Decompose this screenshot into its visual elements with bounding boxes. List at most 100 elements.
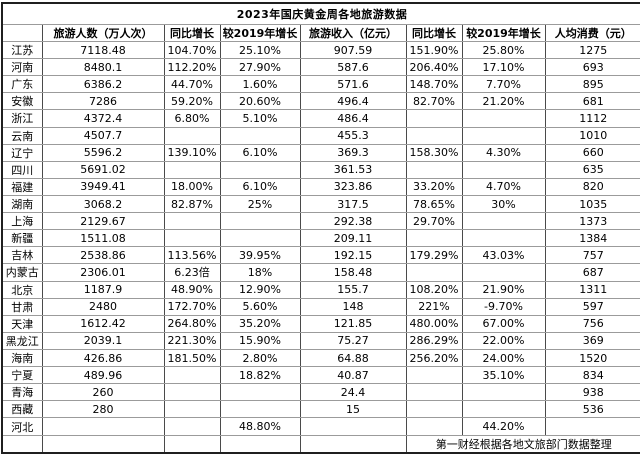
cell-revenue-yoy[interactable] — [405, 417, 463, 436]
cell-yoy-growth[interactable]: 139.10% — [163, 143, 221, 162]
cell-province[interactable]: 海南 — [1, 348, 43, 368]
cell-revenue[interactable]: 317.5 — [299, 194, 407, 214]
cell-revenue-yoy[interactable]: 82.70% — [405, 92, 463, 111]
cell-yoy-growth[interactable]: 113.56% — [163, 246, 221, 265]
cell-vs-2019[interactable]: 48.80% — [219, 417, 301, 436]
cell-vs-2019[interactable]: 18% — [219, 263, 301, 282]
cell-revenue-yoy[interactable]: 108.20% — [405, 280, 463, 299]
column-header[interactable] — [1, 24, 43, 42]
cell-vs-2019[interactable]: 39.95% — [219, 246, 301, 265]
active-cell[interactable] — [1, 434, 43, 454]
cell-revenue-vs-2019[interactable] — [461, 109, 546, 128]
cell-visitors[interactable]: 2129.67 — [41, 212, 165, 231]
cell-revenue-vs-2019[interactable]: 21.20% — [461, 92, 546, 111]
cell-per-capita[interactable]: 834 — [544, 366, 640, 385]
cell-yoy-growth[interactable] — [163, 417, 221, 436]
cell-revenue-vs-2019[interactable]: 30% — [461, 194, 546, 214]
cell-yoy-growth[interactable]: 6.23倍 — [163, 263, 221, 282]
cell-per-capita[interactable]: 660 — [544, 143, 640, 162]
cell-vs-2019[interactable]: 27.90% — [219, 58, 301, 77]
column-header[interactable]: 较2019年增长 — [219, 24, 301, 42]
cell-revenue[interactable]: 292.38 — [299, 212, 407, 231]
cell-revenue[interactable]: 75.27 — [299, 331, 407, 350]
cell-yoy-growth[interactable]: 59.20% — [163, 92, 221, 111]
cell-revenue-vs-2019[interactable] — [461, 383, 546, 402]
cell-vs-2019[interactable]: 35.20% — [219, 314, 301, 333]
cell-revenue[interactable]: 907.59 — [299, 40, 407, 60]
cell-province[interactable]: 内蒙古 — [1, 263, 43, 282]
cell-vs-2019[interactable]: 5.60% — [219, 297, 301, 316]
cell-revenue[interactable]: 587.6 — [299, 58, 407, 77]
cell-vs-2019[interactable] — [219, 212, 301, 231]
cell-province[interactable]: 宁夏 — [1, 366, 43, 385]
cell-vs-2019[interactable]: 20.60% — [219, 92, 301, 111]
cell-revenue[interactable]: 571.6 — [299, 75, 407, 94]
cell-per-capita[interactable]: 1112 — [544, 109, 640, 128]
cell-visitors[interactable]: 426.86 — [41, 348, 165, 368]
cell-revenue-vs-2019[interactable]: 35.10% — [461, 366, 546, 385]
cell-province[interactable]: 吉林 — [1, 246, 43, 265]
cell-revenue-yoy[interactable] — [405, 400, 463, 419]
cell-revenue-vs-2019[interactable]: 22.00% — [461, 331, 546, 350]
cell-visitors[interactable]: 7118.48 — [41, 40, 165, 60]
cell-per-capita[interactable]: 756 — [544, 314, 640, 333]
cell-revenue-vs-2019[interactable]: 44.20% — [461, 417, 546, 436]
cell-province[interactable]: 江苏 — [1, 40, 43, 60]
cell-revenue-yoy[interactable] — [405, 229, 463, 248]
cell-province[interactable]: 新疆 — [1, 229, 43, 248]
cell-per-capita[interactable]: 1384 — [544, 229, 640, 248]
cell-vs-2019[interactable] — [219, 160, 301, 179]
cell-revenue-yoy[interactable]: 256.20% — [405, 348, 463, 368]
cell-visitors[interactable]: 2480 — [41, 297, 165, 316]
cell-per-capita[interactable]: 938 — [544, 383, 640, 402]
cell-yoy-growth[interactable]: 18.00% — [163, 177, 221, 196]
cell-revenue-vs-2019[interactable]: 67.00% — [461, 314, 546, 333]
cell-revenue[interactable]: 148 — [299, 297, 407, 316]
cell-vs-2019[interactable]: 2.80% — [219, 348, 301, 368]
cell-revenue-vs-2019[interactable]: 21.90% — [461, 280, 546, 299]
cell-per-capita[interactable]: 1520 — [544, 348, 640, 368]
cell-province[interactable]: 河南 — [1, 58, 43, 77]
cell-visitors[interactable]: 6386.2 — [41, 75, 165, 94]
column-header[interactable]: 同比增长 — [405, 24, 463, 42]
cell-yoy-growth[interactable] — [163, 229, 221, 248]
cell-revenue[interactable]: 361.53 — [299, 160, 407, 179]
cell-per-capita[interactable]: 1275 — [544, 40, 640, 60]
cell-revenue[interactable]: 369.3 — [299, 143, 407, 162]
cell-revenue[interactable]: 496.4 — [299, 92, 407, 111]
cell-vs-2019[interactable]: 1.60% — [219, 75, 301, 94]
cell-revenue-yoy[interactable] — [405, 263, 463, 282]
cell-vs-2019[interactable]: 5.10% — [219, 109, 301, 128]
cell-revenue-yoy[interactable]: 33.20% — [405, 177, 463, 196]
cell-province[interactable]: 湖南 — [1, 194, 43, 214]
cell-visitors[interactable]: 2538.86 — [41, 246, 165, 265]
column-header[interactable]: 人均消费（元） — [544, 24, 640, 42]
cell-per-capita[interactable]: 895 — [544, 75, 640, 94]
cell-revenue-vs-2019[interactable]: 7.70% — [461, 75, 546, 94]
cell-yoy-growth[interactable]: 181.50% — [163, 348, 221, 368]
cell-revenue-vs-2019[interactable]: -9.70% — [461, 297, 546, 316]
cell-revenue-yoy[interactable]: 148.70% — [405, 75, 463, 94]
cell-vs-2019[interactable]: 15.90% — [219, 331, 301, 350]
cell-revenue[interactable]: 24.4 — [299, 383, 407, 402]
cell-visitors[interactable]: 1511.08 — [41, 229, 165, 248]
cell-revenue-yoy[interactable]: 480.00% — [405, 314, 463, 333]
cell-per-capita[interactable]: 820 — [544, 177, 640, 196]
cell-yoy-growth[interactable]: 112.20% — [163, 58, 221, 77]
cell-revenue[interactable]: 158.48 — [299, 263, 407, 282]
cell-revenue-vs-2019[interactable] — [461, 263, 546, 282]
cell-revenue[interactable]: 121.85 — [299, 314, 407, 333]
column-header[interactable]: 同比增长 — [163, 24, 221, 42]
cell-visitors[interactable]: 260 — [41, 383, 165, 402]
cell-vs-2019[interactable]: 6.10% — [219, 177, 301, 196]
cell-province[interactable]: 黑龙江 — [1, 331, 43, 350]
cell-revenue[interactable]: 15 — [299, 400, 407, 419]
cell-yoy-growth[interactable]: 48.90% — [163, 280, 221, 299]
cell-province[interactable]: 上海 — [1, 212, 43, 231]
cell-yoy-growth[interactable] — [163, 400, 221, 419]
cell-visitors[interactable]: 2039.1 — [41, 331, 165, 350]
cell-yoy-growth[interactable]: 82.87% — [163, 194, 221, 214]
cell-revenue-vs-2019[interactable]: 4.30% — [461, 143, 546, 162]
cell-yoy-growth[interactable]: 6.80% — [163, 109, 221, 128]
cell-revenue-vs-2019[interactable]: 17.10% — [461, 58, 546, 77]
